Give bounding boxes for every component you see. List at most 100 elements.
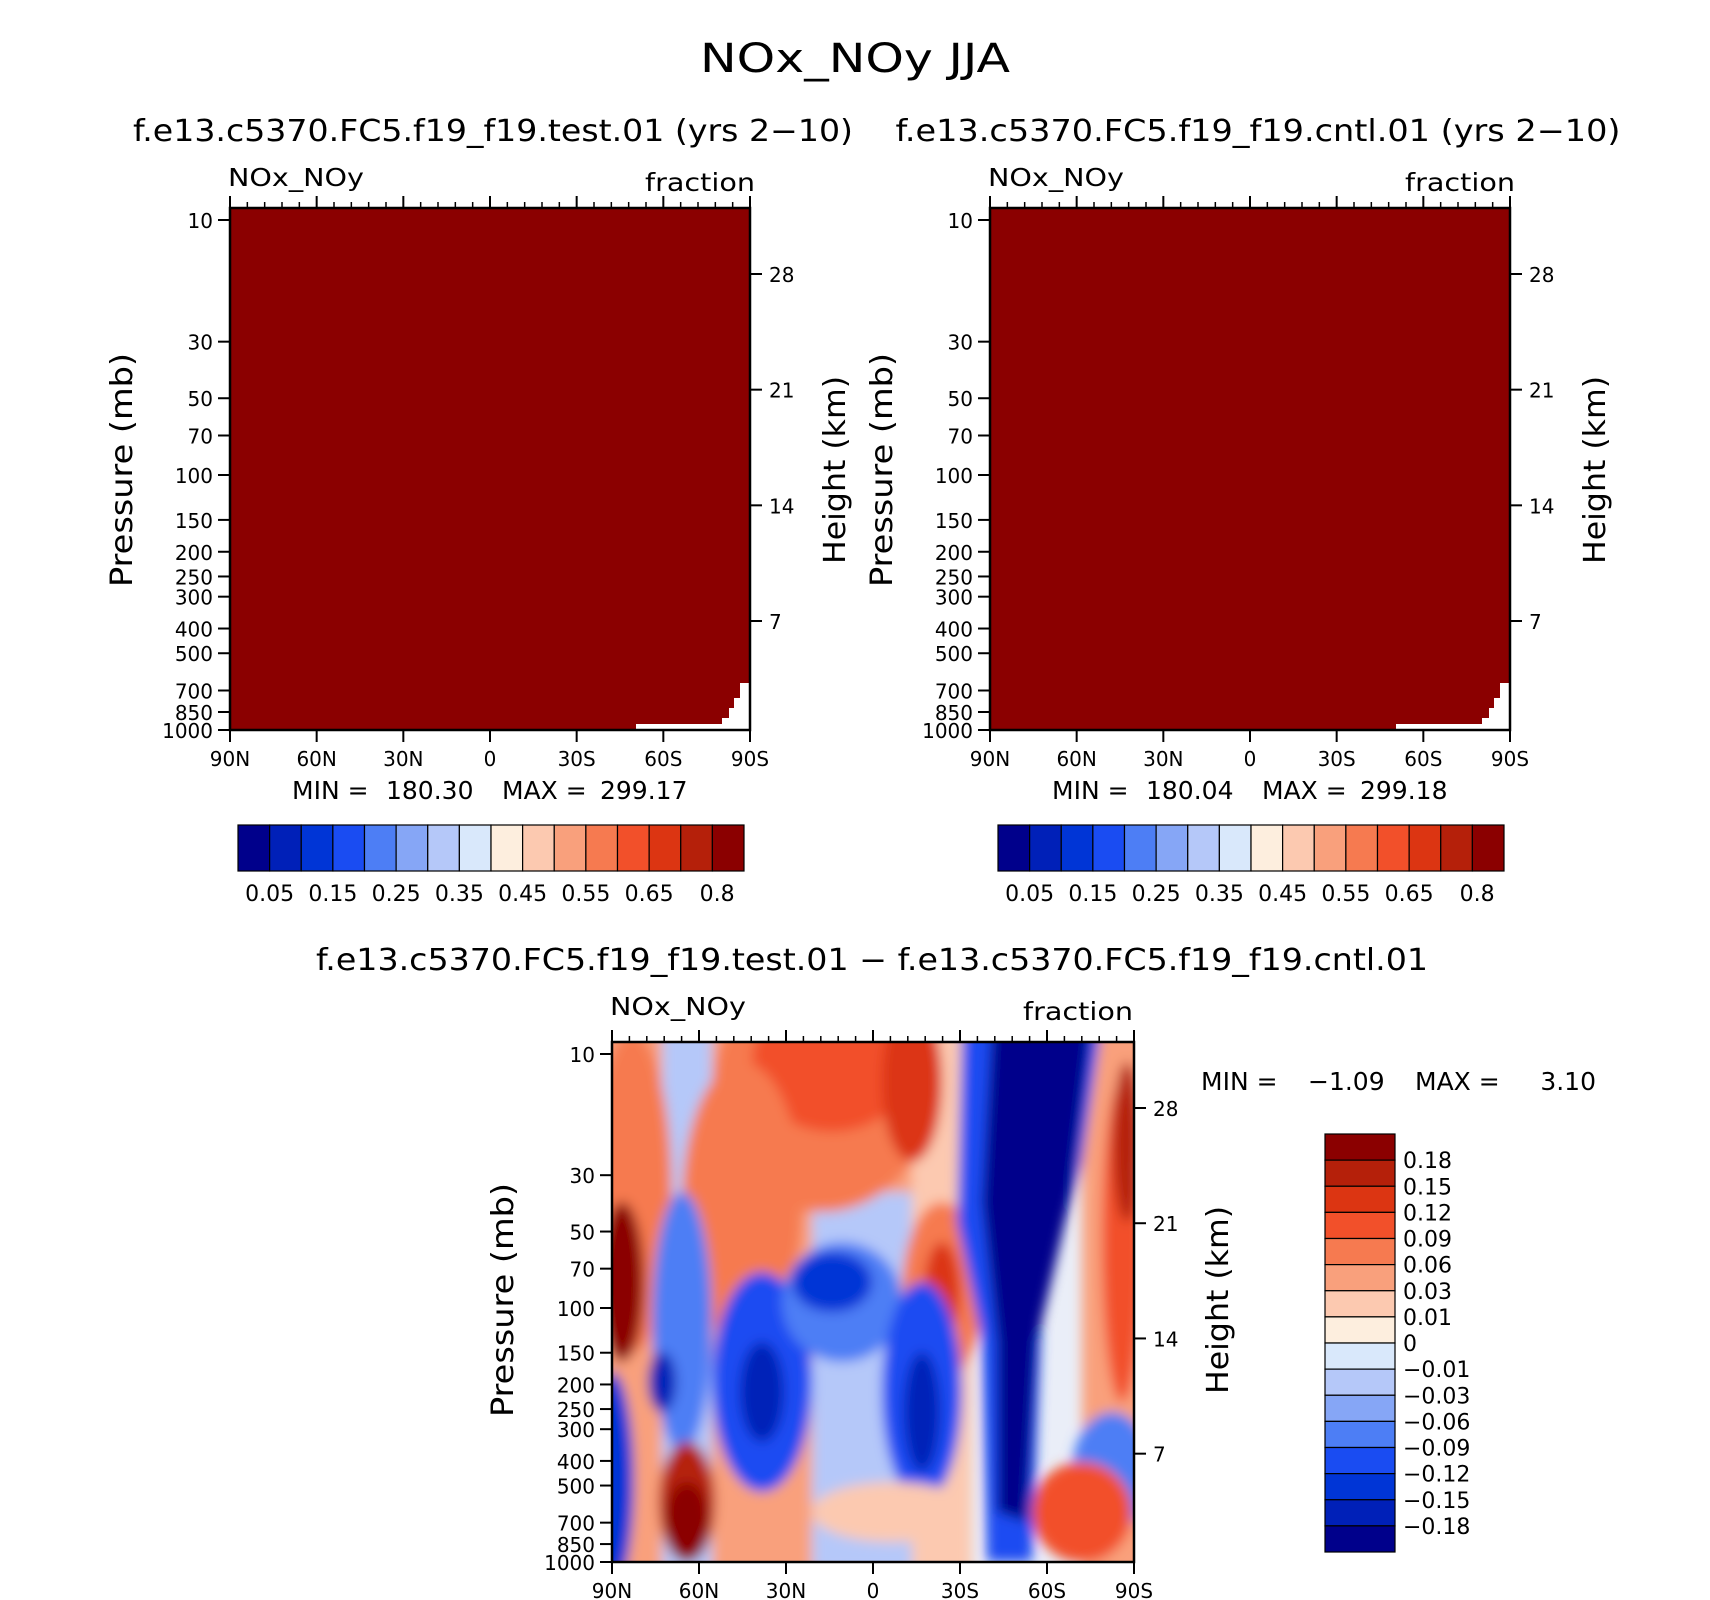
y-tick-label: 850: [935, 701, 973, 725]
colorbar-box: [1218, 824, 1252, 872]
diff-contours: [612, 1042, 1134, 1562]
colorbar-label: 0.15: [308, 882, 357, 907]
colorbar-box: [1282, 824, 1315, 872]
contour-negative: [648, 1352, 676, 1412]
contour-negative: [982, 1042, 1090, 1522]
y-tick-label: 150: [175, 509, 213, 533]
contour-negative: [904, 1352, 940, 1472]
panel-diff: f.e13.c5370.FC5.f19_f19.test.01 − f.e13.…: [316, 943, 1596, 1600]
colorbar-label: 0.18: [1403, 1149, 1452, 1174]
panel-diff-y2label: Height (km): [1201, 1206, 1236, 1394]
colorbar-box: [616, 824, 650, 872]
contour-positive: [752, 1042, 912, 1132]
y2-tick-label: 21: [1153, 1212, 1178, 1236]
colorbar-box: [332, 824, 366, 872]
contour-positive: [1113, 1062, 1134, 1222]
panel-diff-min-label: MIN =: [1201, 1067, 1278, 1096]
panel-cntl-min-label: MIN =: [1052, 776, 1129, 805]
colorbar-box: [1408, 824, 1442, 872]
panel-test-max-label: MAX =: [502, 776, 587, 805]
colorbar-label: 0.65: [1385, 882, 1434, 907]
colorbar-box: [585, 824, 619, 872]
colorbar-label: 0.35: [435, 882, 484, 907]
colorbar-box: [1029, 824, 1062, 872]
panel-test-y2label: Height (km): [818, 376, 853, 564]
panel-test-colorbar: 0.05 0.15 0.25 0.35 0.45 0.55 0.65 0.8: [237, 824, 745, 907]
colorbar-label: 0.65: [625, 882, 674, 907]
y-tick-label: 250: [175, 565, 213, 589]
colorbar-label: 0: [1403, 1332, 1417, 1357]
y-tick-label: 200: [935, 541, 973, 565]
colorbar-box: [1324, 1290, 1396, 1318]
colorbar-label: 0.35: [1195, 882, 1244, 907]
colorbar-box: [1250, 824, 1284, 872]
panel-diff-ylabel: Pressure (mb): [486, 1183, 521, 1417]
colorbar-box: [522, 824, 555, 872]
colorbar-label: 0.01: [1403, 1306, 1452, 1331]
y-tick-label: 850: [175, 701, 213, 725]
y-tick-label: 70: [948, 425, 973, 449]
colorbar-box: [269, 824, 302, 872]
colorbar-box: [997, 824, 1031, 872]
y2-tick-label: 14: [1529, 494, 1554, 518]
x-tick-label: 90S: [1491, 747, 1529, 771]
panel-cntl-max-value: 299.18: [1360, 776, 1447, 805]
y-tick-label: 100: [175, 464, 213, 488]
colorbar-label: 0.05: [245, 882, 294, 907]
x-tick-label: 30N: [766, 1579, 806, 1600]
panel-test-fill: [230, 208, 750, 730]
colorbar-box: [395, 824, 429, 872]
y-tick-label: 30: [188, 331, 213, 355]
x-tick-label: 0: [484, 747, 497, 771]
y-tick-label: 50: [948, 387, 973, 411]
y2-tick-label: 28: [1153, 1097, 1178, 1121]
contour-positive: [612, 1202, 644, 1362]
panel-cntl-ylabel: Pressure (mb): [865, 353, 900, 587]
x-tick-label: 30N: [1143, 747, 1183, 771]
colorbar-box: [363, 824, 397, 872]
colorbar-label: 0.25: [372, 882, 421, 907]
panel-cntl-missing-corner: [1396, 683, 1510, 730]
x-tick-label: 90N: [592, 1579, 632, 1600]
y-tick-label: 70: [188, 425, 213, 449]
panel-diff-colorbar: 0.180.150.120.090.060.030.010−0.01−0.03−…: [1324, 1133, 1470, 1553]
panel-cntl-fill: [990, 208, 1510, 730]
colorbar-box: [1155, 824, 1189, 872]
panel-cntl-title: f.e13.c5370.FC5.f19_f19.cntl.01 (yrs 2−1…: [896, 114, 1621, 149]
colorbar-label: 0.8: [1460, 882, 1495, 907]
y2-tick-label: 28: [1529, 263, 1554, 287]
y-tick-label: 50: [188, 387, 213, 411]
contour-positive: [1032, 1462, 1132, 1562]
x-tick-label: 60S: [644, 747, 682, 771]
colorbar-box: [1324, 1237, 1396, 1266]
colorbar-label: −0.18: [1403, 1515, 1470, 1540]
x-tick-label: 90N: [210, 747, 250, 771]
y2-tick-label: 21: [1529, 379, 1554, 403]
y2-tick-label: 21: [769, 379, 794, 403]
colorbar-label: 0.06: [1403, 1254, 1452, 1279]
colorbar-label: 0.25: [1132, 882, 1181, 907]
contour-negative: [740, 1342, 784, 1442]
colorbar-box: [300, 824, 334, 872]
colorbar-box: [1376, 824, 1410, 872]
y2-tick-label: 14: [769, 494, 794, 518]
panel-diff-title: f.e13.c5370.FC5.f19_f19.test.01 − f.e13.…: [316, 943, 1428, 978]
colorbar-box: [1324, 1185, 1396, 1213]
colorbar-box: [1123, 824, 1157, 872]
colorbar-box: [1440, 824, 1473, 872]
colorbar-label: 0.15: [1068, 882, 1117, 907]
contour-positive: [665, 1482, 709, 1562]
y-tick-label: 100: [557, 1297, 595, 1321]
colorbar-box: [1092, 824, 1126, 872]
colorbar-label: 0.15: [1403, 1175, 1452, 1200]
contour-negative: [652, 1192, 712, 1452]
colorbar-box: [1324, 1499, 1396, 1527]
colorbar-box: [1324, 1368, 1396, 1396]
panel-test-variable: NOx_NOy: [228, 163, 364, 192]
panel-test-axes: 1030507010015020025030040050070085010002…: [162, 196, 794, 771]
y-tick-label: 500: [935, 642, 973, 666]
y-tick-label: 400: [557, 1450, 595, 1474]
contour-positive: [812, 1482, 972, 1542]
colorbar-label: −0.15: [1403, 1489, 1470, 1514]
